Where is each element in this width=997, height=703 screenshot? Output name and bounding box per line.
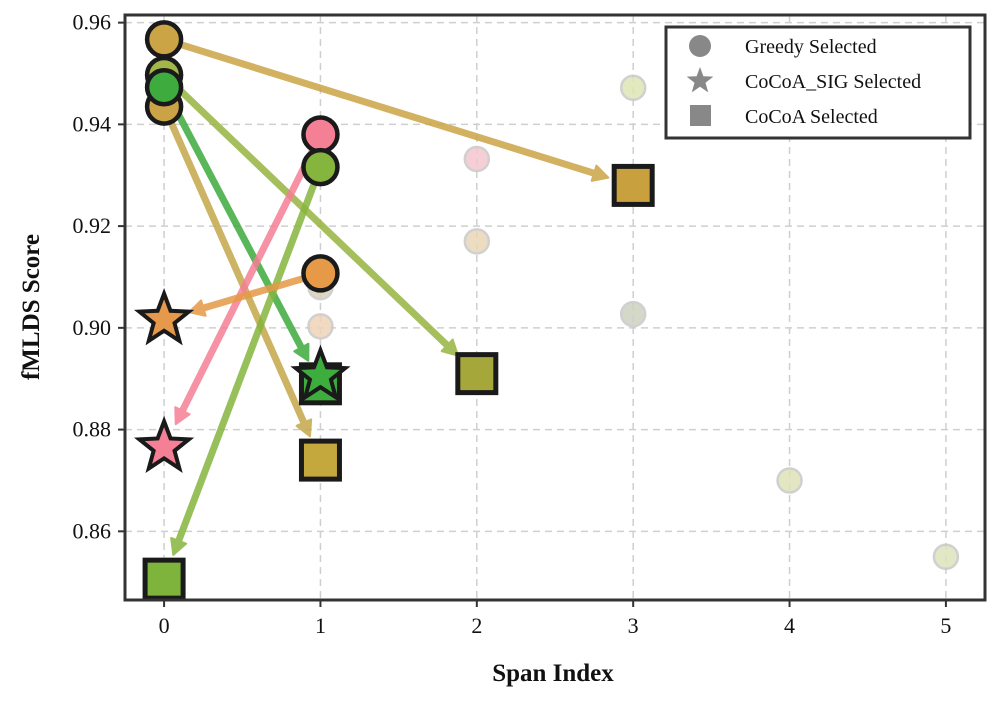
plot-frame bbox=[123, 13, 987, 602]
selection-arrow bbox=[163, 89, 310, 362]
arrow-head bbox=[295, 418, 313, 438]
arrow-head bbox=[590, 164, 610, 182]
faded-point bbox=[463, 228, 491, 255]
faded-point bbox=[619, 300, 647, 328]
arrow-head bbox=[174, 406, 191, 426]
x-tick-label: 5 bbox=[940, 613, 951, 638]
legend-star-marker bbox=[686, 67, 714, 93]
x-tick-label: 0 bbox=[159, 613, 170, 638]
selection-arrow bbox=[188, 271, 319, 317]
selection-arrow bbox=[164, 75, 460, 357]
legend-label-cocoa-sig: CoCoA_SIG Selected bbox=[745, 71, 921, 93]
axis-ticks: 0 1 2 3 4 5 0.86 0.88 0.90 0.92 0.94 0.96 bbox=[73, 10, 952, 638]
arrow-head bbox=[293, 342, 310, 362]
selection-arrow bbox=[174, 136, 322, 426]
cocoa-sig-star-layer bbox=[133, 288, 351, 474]
arrow-shaft bbox=[164, 75, 453, 351]
faded-points bbox=[307, 74, 960, 571]
x-axis-label: Span Index bbox=[492, 660, 614, 687]
greedy-circle-layer bbox=[144, 20, 340, 293]
y-tick-label: 0.88 bbox=[73, 417, 112, 442]
y-tick-label: 0.92 bbox=[73, 213, 112, 238]
cocoa-square-marker bbox=[298, 438, 342, 482]
x-tick-label: 3 bbox=[628, 613, 639, 638]
cocoa-sig-star-marker bbox=[290, 344, 351, 402]
arrow-shaft bbox=[163, 108, 309, 428]
arrow-layer bbox=[163, 37, 610, 556]
legend-label-cocoa: CoCoA Selected bbox=[745, 106, 878, 128]
faded-point bbox=[307, 313, 334, 340]
x-tick-label: 4 bbox=[784, 613, 795, 638]
arrow-head bbox=[440, 338, 460, 357]
greedy-circle-marker bbox=[301, 254, 340, 293]
selection-arrow bbox=[163, 108, 313, 438]
arrow-shaft bbox=[174, 169, 322, 547]
legend-circle-marker bbox=[689, 35, 711, 57]
y-tick-label: 0.94 bbox=[73, 111, 112, 136]
x-tick-label: 2 bbox=[471, 613, 482, 638]
faded-point bbox=[463, 145, 491, 173]
faded-point bbox=[619, 74, 647, 101]
cocoa-sig-star-marker bbox=[133, 415, 195, 474]
y-axis-label: fMLDS Score bbox=[18, 234, 45, 380]
cocoa-square-marker bbox=[455, 352, 499, 396]
arrow-shaft bbox=[163, 89, 306, 353]
x-tick-label: 1 bbox=[315, 613, 326, 638]
arrow-head bbox=[188, 299, 207, 317]
faded-point bbox=[932, 543, 960, 571]
cocoa-square-marker bbox=[142, 557, 186, 601]
cocoa-square-marker bbox=[611, 163, 655, 207]
greedy-circle-marker bbox=[144, 67, 184, 107]
legend-box bbox=[664, 25, 972, 140]
selection-arrow bbox=[170, 169, 322, 556]
y-tick-label: 0.96 bbox=[73, 10, 112, 35]
greedy-circle-marker bbox=[301, 147, 340, 187]
legend-label-greedy: Greedy Selected bbox=[745, 36, 877, 58]
cocoa-sig-star-marker bbox=[133, 288, 195, 346]
legend: Greedy Selected CoCoA_SIG Selected CoCoA… bbox=[664, 25, 972, 140]
arrow-head bbox=[170, 536, 188, 556]
arrow-shaft bbox=[197, 271, 319, 313]
faded-point bbox=[776, 467, 803, 494]
greedy-circle-marker bbox=[301, 115, 340, 154]
y-tick-label: 0.90 bbox=[73, 315, 112, 340]
arrow-shaft bbox=[178, 136, 322, 417]
selection-arrow bbox=[166, 37, 610, 182]
arrow-shaft bbox=[166, 37, 600, 178]
greedy-circle-marker bbox=[144, 20, 184, 59]
legend-square-marker bbox=[690, 105, 711, 126]
y-tick-label: 0.86 bbox=[73, 518, 112, 543]
